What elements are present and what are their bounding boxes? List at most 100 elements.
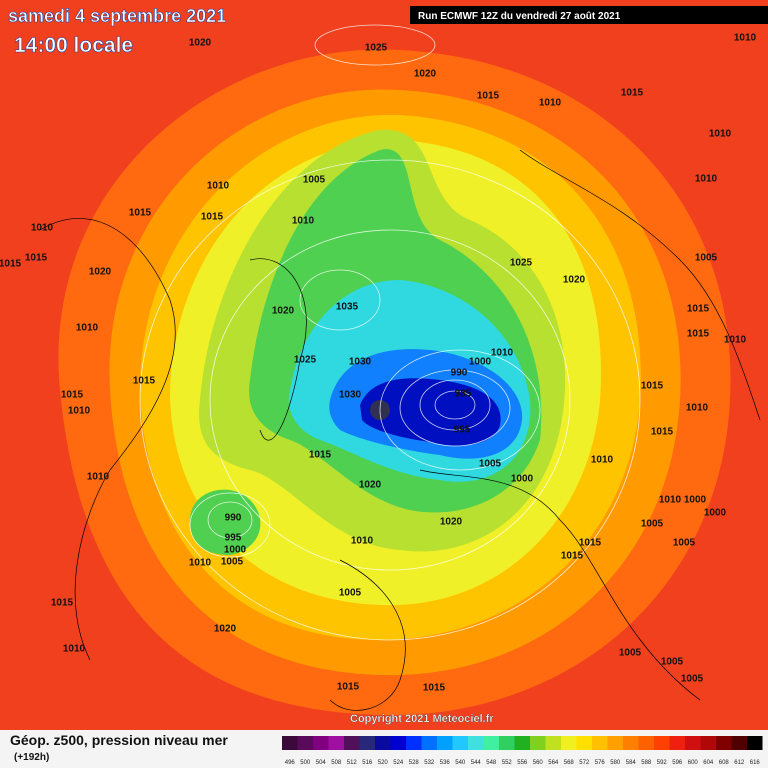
isobar-label: 1025	[294, 355, 317, 366]
legend-swatch	[716, 736, 732, 750]
legend-value: 608	[719, 760, 730, 766]
geopotential-fields	[58, 49, 731, 716]
isobar-label: 990	[451, 368, 468, 379]
legend-swatch	[607, 736, 623, 750]
legend-swatch	[483, 736, 499, 750]
isobar-label: 1015	[0, 259, 22, 270]
run-info: Run ECMWF 12Z du vendredi 27 août 2021	[418, 11, 621, 22]
legend-value: 496	[285, 760, 296, 766]
legend-value: 520	[378, 760, 389, 766]
coastlines	[39, 149, 761, 711]
legend-value: 604	[703, 760, 714, 766]
isobar-label-group: 1020 1025 1010 1020 1015 1010 1015 1010 1010 1005…	[0, 33, 757, 694]
isobar-label: 1005	[303, 175, 326, 186]
isobar-label: 1015	[201, 212, 224, 223]
legend-value: 552	[502, 760, 513, 766]
isobar-label: 1010	[87, 472, 110, 483]
isobar-label: 1000	[469, 357, 492, 368]
legend-swatch	[654, 736, 670, 750]
isobar-label: 1015	[621, 88, 644, 99]
isobar-label: 1010	[659, 495, 682, 506]
isobar-label: 1010	[31, 223, 54, 234]
isobar-label: 1010	[695, 174, 718, 185]
time-title: 14:00 locale	[14, 34, 133, 57]
isobar-label: 1020	[563, 275, 586, 286]
isobar-label: 1020	[189, 38, 212, 49]
legend-value: 600	[688, 760, 699, 766]
legend-value: 572	[579, 760, 590, 766]
legend-value: 512	[347, 760, 358, 766]
legend: 496 500 504 508 512 516 520 524 528 532 536 540 544 5…	[282, 736, 763, 766]
legend-value: 584	[626, 760, 637, 766]
legend-swatch	[282, 736, 298, 750]
isobar-label: 1010	[351, 536, 374, 547]
legend-value: 596	[672, 760, 683, 766]
isobar-label: 1010	[686, 403, 709, 414]
isobar-label: 995	[225, 533, 242, 544]
isobar-label: 995	[454, 425, 471, 436]
isobar-label: 1010	[207, 181, 230, 192]
isobar-label: 1005	[661, 657, 684, 668]
legend-value: 524	[393, 760, 404, 766]
isobar-label: 1000	[511, 474, 534, 485]
isobar-label: 1010	[591, 455, 614, 466]
legend-swatch	[406, 736, 422, 750]
isobar-label: 1010	[292, 216, 315, 227]
isobar-label: 1015	[687, 329, 710, 340]
legend-value: 528	[409, 760, 420, 766]
legend-value: 576	[595, 760, 606, 766]
legend-value: 564	[548, 760, 559, 766]
isobar-label: 1000	[224, 545, 247, 556]
legend-swatch	[561, 736, 577, 750]
isobar-label: 1025	[365, 43, 388, 54]
isobar-label: 1005	[673, 538, 696, 549]
isobar-label: 1020	[440, 517, 463, 528]
legend-swatch	[638, 736, 654, 750]
legend-swatch	[437, 736, 453, 750]
legend-swatch	[375, 736, 391, 750]
isobar-label: 1005	[221, 557, 244, 568]
footer-lead: (+192h)	[14, 752, 49, 763]
legend-swatch	[328, 736, 344, 750]
legend-swatch	[685, 736, 701, 750]
isobar-label: 1000	[684, 495, 707, 506]
isobar-label: 1015	[641, 381, 664, 392]
isobar-label: 1010	[734, 33, 757, 44]
legend-swatch	[700, 736, 716, 750]
legend-swatch	[421, 736, 437, 750]
isobar-label: 1010	[724, 335, 747, 346]
isobar-label: 1015	[61, 390, 84, 401]
isobar-label: 1020	[414, 69, 437, 80]
isobars	[139, 24, 641, 641]
legend-value: 532	[424, 760, 435, 766]
legend-swatch	[576, 736, 592, 750]
legend-value: 616	[750, 760, 761, 766]
isobar-label: 1005	[619, 648, 642, 659]
isobar-label: 1015	[561, 551, 584, 562]
copyright: Copyright 2021 Meteociel.fr	[350, 713, 494, 725]
legend-value: 560	[533, 760, 544, 766]
isobar-label: 1030	[339, 390, 362, 401]
isobar-label: 1015	[129, 208, 152, 219]
isobar-label: 1020	[359, 480, 382, 491]
isobar-label: 1000	[704, 508, 727, 519]
isobar-label: 1015	[579, 538, 602, 549]
isobar-label: 985	[455, 389, 472, 400]
isobar-label: 1005	[479, 459, 502, 470]
legend-swatch	[359, 736, 375, 750]
legend-swatch	[514, 736, 530, 750]
legend-swatch	[545, 736, 561, 750]
legend-swatch	[452, 736, 468, 750]
legend-swatch	[297, 736, 313, 750]
legend-value: 504	[316, 760, 327, 766]
isobar-label: 1030	[349, 357, 372, 368]
isobar-label: 1015	[133, 376, 156, 387]
isobar-label: 1010	[709, 129, 732, 140]
legend-value: 548	[486, 760, 497, 766]
legend-value: 556	[517, 760, 528, 766]
legend-value: 612	[734, 760, 745, 766]
legend-swatch	[313, 736, 329, 750]
footer-caption: Géop. z500, pression niveau mer	[10, 732, 228, 748]
legend-value: 544	[471, 760, 482, 766]
